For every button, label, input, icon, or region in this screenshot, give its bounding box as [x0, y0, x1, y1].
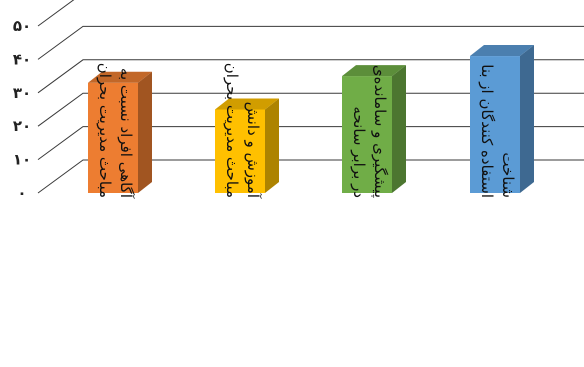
bar-top	[342, 65, 406, 77]
category-label-line: استفاده کنندگان از بنا	[478, 64, 496, 198]
y-tick-label: ۱۰	[13, 151, 31, 169]
gridline	[37, 0, 75, 27]
bar	[88, 71, 152, 193]
chart-gridlines	[37, 0, 584, 194]
y-tick-label: ۵۰	[13, 17, 31, 35]
bar-top	[88, 71, 152, 83]
y-tick-label: ۰	[17, 184, 26, 202]
category-label-line: پیشگیری و سامانده‌ی	[370, 65, 389, 198]
bar-side	[138, 71, 152, 193]
category-label-line: آموزش و دانش	[244, 102, 262, 199]
y-axis-ticks: ۰ ۱۰ ۲۰ ۳۰ ۴۰ ۵۰	[13, 17, 31, 202]
y-tick-label: ۴۰	[13, 50, 31, 68]
category-label-line: آگاهی افراد نسبت به	[117, 68, 135, 199]
category-label-line: مباحث مدیریت بحران	[223, 63, 241, 198]
bar-top	[215, 98, 279, 110]
gridline	[37, 59, 584, 94]
bar	[342, 65, 406, 193]
gridline	[37, 92, 584, 127]
bar	[215, 98, 279, 193]
bar	[470, 45, 534, 194]
bar-side	[265, 98, 279, 193]
gridline	[37, 159, 584, 194]
y-tick-label: ۲۰	[13, 117, 31, 135]
bar-front	[88, 82, 138, 193]
gridline	[37, 25, 584, 60]
y-tick-label: ۳۰	[13, 84, 31, 102]
category-label-line: مباحث مدیریت بحران	[96, 63, 114, 198]
category-label-line: در برابر سانحه	[350, 106, 368, 198]
bar-side	[392, 65, 406, 193]
bar-front	[342, 76, 392, 193]
gridline	[37, 126, 584, 161]
chart-bars	[88, 45, 534, 194]
category-label-line: شناخت	[499, 152, 517, 198]
bar-front	[215, 109, 265, 193]
bar-front	[470, 56, 520, 194]
bar-top	[470, 45, 534, 57]
x-category-label: پیشگیری و سامانده‌یدر برابر سانحه	[350, 65, 389, 198]
bar-side	[520, 45, 534, 194]
